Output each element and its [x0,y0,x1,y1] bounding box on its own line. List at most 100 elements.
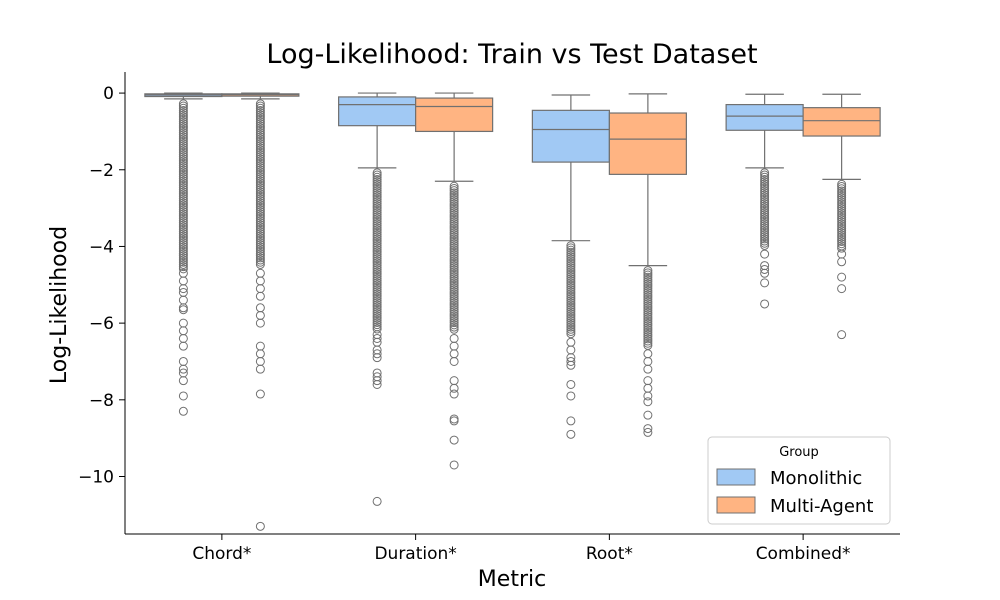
outlier-point [178,226,188,236]
outlier-point [643,364,653,374]
outlier-point [837,197,847,207]
outlier-point [255,145,265,155]
box-group-monolithic [338,92,417,506]
outlier-point [566,296,576,306]
outlier-point [372,254,382,264]
outlier-point [178,207,188,217]
outlier-point [255,178,265,188]
y-tick-label: −2 [89,161,114,181]
outlier-point [760,174,770,184]
outlier-point [178,160,188,170]
outlier-point [178,341,188,351]
outlier-point [643,336,653,346]
legend-swatch-multi-agent [716,496,756,514]
outlier-point [178,178,188,188]
outlier-point [372,218,382,228]
outlier-point [449,298,459,308]
outlier-point [566,329,576,339]
outlier-point [372,304,382,314]
outlier-point [643,303,653,313]
outlier-point [566,267,576,277]
outlier-point [178,240,188,250]
outlier-point [566,287,576,297]
outlier-point [449,285,459,295]
outlier-point [760,212,770,222]
outlier-point [566,324,576,334]
x-tick-label: Combined* [756,544,851,564]
outlier-point [449,205,459,215]
outlier-point [178,185,188,195]
y-tick-label: −10 [78,467,114,487]
outlier-point [255,196,265,206]
outlier-point [255,163,265,173]
outlier-point [255,226,265,236]
outlier-point [372,205,382,215]
outlier-point [449,282,459,292]
outlier-point [760,238,770,248]
outlier-point [372,185,382,195]
outlier-point [837,204,847,214]
outlier-point [566,293,576,303]
outlier-point [449,247,459,257]
outlier-point [760,185,770,195]
outlier-point [178,174,188,184]
outlier-point [837,188,847,198]
outlier-point [255,110,265,120]
outlier-point [837,201,847,211]
plot-area [144,92,881,531]
outlier-point [566,274,576,284]
outlier-point [643,314,653,324]
outlier-point [449,318,459,328]
outlier-point [837,208,847,218]
outlier-point [372,216,382,226]
outlier-point [760,232,770,242]
outlier-point [255,108,265,118]
outlier-point [449,267,459,277]
outlier-point [255,242,265,252]
legend-label-monolithic: Monolithic [770,468,862,489]
outlier-point [760,249,770,259]
outlier-point [255,134,265,144]
outlier-point [255,105,265,115]
outlier-point [837,230,847,240]
outlier-point [643,376,653,386]
outlier-point [837,284,847,294]
outlier-point [372,262,382,272]
outlier-point [566,318,576,328]
outlier-point [449,230,459,240]
outlier-point [178,251,188,261]
outlier-point [372,214,382,224]
outlier-point [643,305,653,315]
outlier-point [178,284,188,294]
outlier-point [566,300,576,310]
x-axis-label: Metric [478,567,546,592]
outlier-point [255,364,265,374]
outlier-point [643,266,653,276]
outlier-point [255,244,265,254]
outlier-point [566,360,576,370]
outlier-point [178,145,188,155]
outlier-point [760,216,770,226]
outlier-point [372,295,382,305]
box-group-multi-agent [608,93,687,437]
outlier-point [178,326,188,336]
outlier-point [255,127,265,137]
outlier-point [449,287,459,297]
outlier-point [372,260,382,270]
outlier-point [372,190,382,200]
outlier-point [760,299,770,309]
outlier-point [449,389,459,399]
outlier-point [837,272,847,282]
outlier-point [255,147,265,157]
outlier-point [449,186,459,196]
outlier-point [643,383,653,393]
outlier-point [178,130,188,140]
outlier-point [372,293,382,303]
outlier-point [178,220,188,230]
outlier-point [760,225,770,235]
outlier-point [449,194,459,204]
outlier-point [449,221,459,231]
outlier-point [372,227,382,237]
